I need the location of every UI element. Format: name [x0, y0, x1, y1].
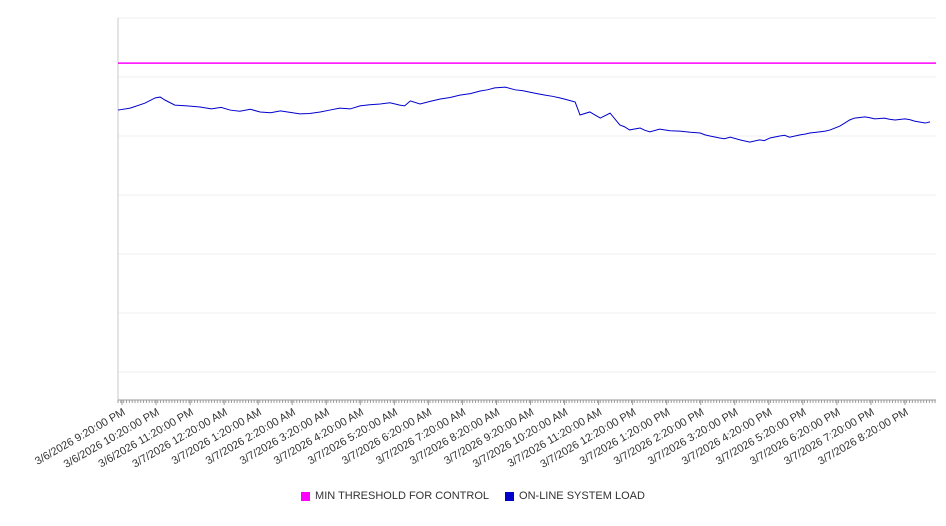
legend-swatch-load-icon [505, 491, 515, 501]
legend-item-threshold: MIN THRESHOLD FOR CONTROL [301, 490, 489, 502]
legend-swatch-threshold-icon [301, 491, 311, 501]
legend-label-load: ON-LINE SYSTEM LOAD [519, 490, 645, 502]
legend-label-threshold: MIN THRESHOLD FOR CONTROL [315, 490, 490, 502]
plot-area: 3/6/2026 9:20:00 PM3/6/2026 10:20:00 PM3… [33, 17, 936, 471]
legend-item-load: ON-LINE SYSTEM LOAD [505, 490, 645, 502]
legend: MIN THRESHOLD FOR CONTROL ON-LINE SYSTEM… [0, 490, 946, 502]
load-line [117, 86, 931, 143]
